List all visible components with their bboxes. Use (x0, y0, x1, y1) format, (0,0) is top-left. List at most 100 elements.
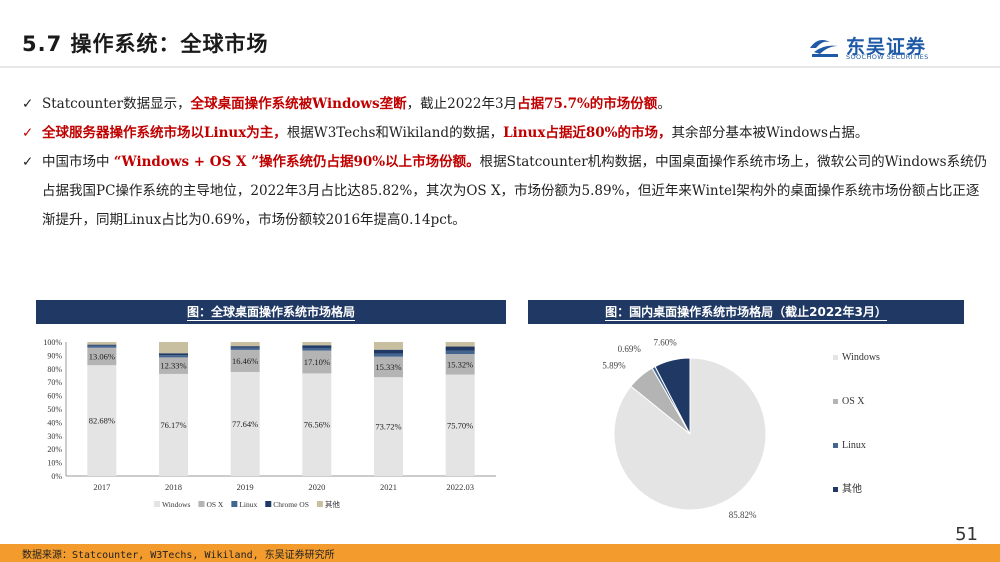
highlight-text: 占据75.7%的市场份额 (517, 96, 658, 112)
data-label: 17.10% (304, 357, 330, 367)
y-tick-label: 0% (51, 472, 62, 481)
y-tick-label: 20% (47, 445, 62, 454)
bullet-text: ，截止2022年3月 (406, 96, 518, 112)
x-tick-label: 2022.03 (446, 482, 474, 492)
check-icon: ✓ (22, 96, 34, 112)
legend-label: Windows (162, 500, 191, 509)
bar-segment (374, 377, 403, 476)
bar-segment (230, 347, 260, 350)
pie-chart: 85.82% 5.89% 0.69% 7.60% Windows OS X Linux 其他 (602, 338, 880, 521)
highlight-text: Linux占据近80%的市场， (503, 125, 672, 141)
bar-segment (445, 346, 475, 351)
page-title: 5.7 操作系统：全球市场 (22, 32, 269, 56)
bar-chart-title: 图：全球桌面操作系统市场格局 (36, 300, 506, 324)
legend-swatch (154, 501, 160, 507)
bar-segment (230, 342, 260, 347)
source-note: 数据来源：Statcounter, W3Techs, Wikiland, 东吴证… (22, 550, 335, 561)
x-tick-label: 2020 (308, 482, 325, 492)
bar-segment (374, 342, 403, 350)
data-label: 13.06% (89, 351, 115, 361)
bar-segment (445, 374, 475, 476)
pie-chart-panel: 图：国内桌面操作系统市场格局（截止2022年3月） 85.82% 5.89% 0.6… (528, 300, 964, 522)
y-tick-label: 10% (47, 459, 62, 468)
bar-segment (87, 345, 117, 348)
data-label: 82.68% (89, 416, 115, 426)
legend-label: OS X (206, 500, 223, 509)
legend-swatch (833, 355, 838, 360)
legend-label: 其他 (842, 482, 862, 495)
bullet-text: 其余部分基本被Windows占据。 (671, 125, 869, 141)
data-label: 5.89% (602, 361, 626, 371)
bar-segment (445, 350, 475, 355)
bar-segment (87, 347, 117, 366)
bar-segment (302, 373, 332, 476)
bullet-text: Statcounter数据显示， (42, 96, 191, 112)
bar-segment (302, 345, 332, 348)
y-tick-label: 40% (47, 418, 62, 427)
legend-label: Chrome OS (273, 500, 309, 509)
y-tick-label: 100% (43, 338, 62, 347)
bullet-text: 。 (657, 96, 671, 112)
data-label: 0.69% (618, 344, 642, 354)
bar-segment (87, 365, 117, 476)
bullet-text: 中国市场中 (42, 154, 114, 170)
bar-segment (159, 373, 188, 476)
y-tick-label: 50% (47, 405, 62, 414)
data-label: 73.72% (375, 422, 401, 432)
data-label: 76.56% (304, 420, 330, 430)
bar-segment (230, 346, 260, 348)
y-tick-label: 90% (47, 351, 62, 360)
x-tick-label: 2018 (165, 482, 182, 492)
legend-label: Linux (842, 440, 866, 451)
bar-segment (302, 350, 332, 374)
data-label: 85.82% (729, 510, 757, 520)
bar-segment (445, 342, 475, 347)
data-label: 15.33% (375, 362, 401, 372)
data-label: 75.70% (447, 420, 473, 430)
highlight-text: 全球服务器操作系统市场以Linux为主， (42, 125, 287, 141)
legend-swatch (198, 501, 205, 507)
legend-label: Linux (239, 500, 257, 509)
data-label: 15.32% (447, 359, 473, 369)
legend-swatch (231, 501, 238, 507)
data-label: 76.17% (160, 420, 186, 430)
legend-swatch (833, 443, 838, 448)
bar-segment (87, 342, 117, 345)
y-tick-label: 80% (47, 365, 62, 374)
y-tick-label: 30% (47, 432, 62, 441)
legend-swatch (316, 501, 323, 507)
y-tick-label: 70% (47, 378, 62, 387)
pie-chart-title: 图：国内桌面操作系统市场格局（截止2022年3月） (528, 300, 964, 324)
bar-segment (374, 353, 403, 357)
bar-segment (230, 349, 260, 372)
logo-subtext: SOOCHOW SECURITIES (846, 53, 929, 61)
bar-segment (302, 342, 332, 346)
bar-segment (230, 371, 260, 476)
data-label: 7.60% (653, 338, 677, 348)
bar-chart-panel: 图：全球桌面操作系统市场格局 0% 10% 20% 30% 40% 50% 60% 70% 80… (36, 300, 506, 522)
legend-label: 其他 (325, 499, 340, 509)
bar-segment (159, 353, 188, 356)
legend-label: Windows (842, 352, 880, 363)
legend-swatch (833, 487, 838, 492)
x-tick-label: 2017 (93, 482, 110, 492)
bullet-text: 根据W3Techs和Wikiland的数据， (286, 125, 504, 141)
bar-segment (302, 347, 332, 351)
bar-segment (87, 344, 117, 346)
y-tick-label: 60% (47, 392, 62, 401)
logo-text: 东吴证券 (846, 36, 927, 58)
x-tick-label: 2021 (380, 482, 397, 492)
bar-segment (374, 349, 403, 354)
check-icon: ✓ (22, 154, 34, 170)
bar-segment (374, 356, 403, 378)
bar-segment (159, 357, 188, 374)
bar-segment (445, 354, 475, 375)
page-number: 51 (955, 524, 978, 545)
bar-segment (159, 342, 188, 354)
header-divider (0, 66, 1000, 68)
legend-swatch (265, 501, 272, 507)
highlight-text: 全球桌面操作系统被Windows垄断 (190, 96, 407, 112)
bullet-text: 根据Statcounter机构数据，中国桌面操作系统市场上，微软公司的Windo… (42, 154, 988, 228)
data-label: 12.33% (160, 361, 186, 371)
company-logo: 东吴证券 SOOCHOW SECURITIES (808, 32, 958, 62)
